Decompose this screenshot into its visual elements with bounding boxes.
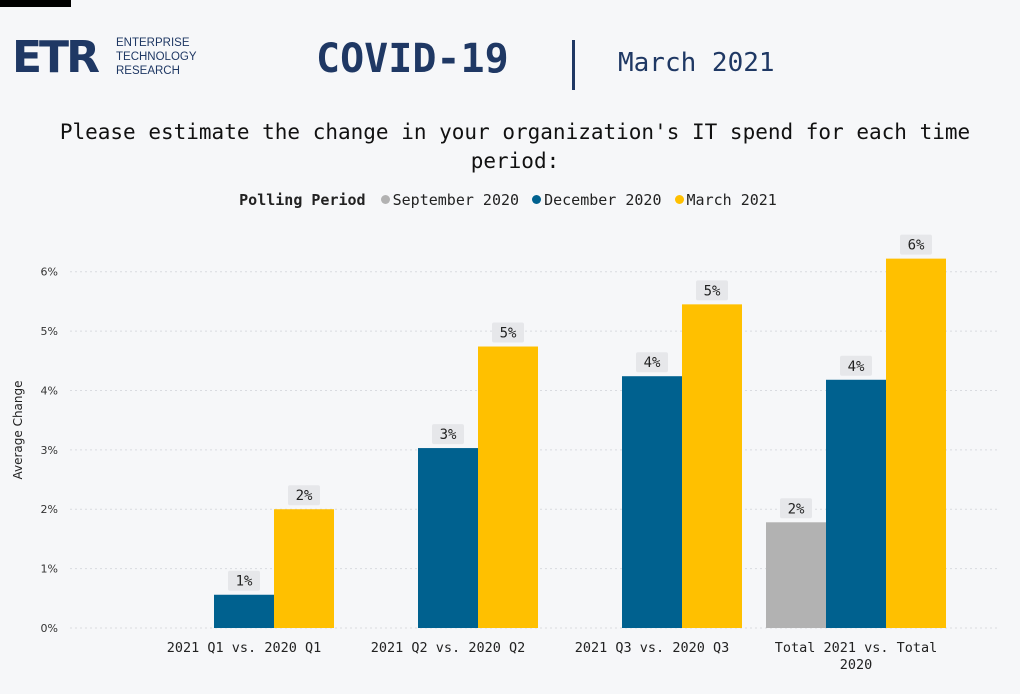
data-label-bg [636,352,668,373]
logo-text: ENTERPRISE TECHNOLOGY RESEARCH [116,36,197,78]
chart-question: Please estimate the change in your organ… [59,120,971,173]
data-label-text: 6% [908,238,925,254]
bar [766,522,826,628]
legend-dot [380,195,390,204]
legend-label: March 2021 [686,191,777,209]
y-tick-label: 1% [41,563,58,576]
x-category-label: 2021 Q3 vs. 2020 Q3 [575,640,729,656]
data-label-bg [228,570,260,591]
bar [418,448,478,628]
data-label-text: 2% [296,488,313,504]
data-label-bg [840,355,872,376]
bar [214,594,274,628]
logo-line-3: RESEARCH [116,65,180,77]
data-label-text: 5% [500,326,517,342]
x-axis-categories: 2021 Q1 vs. 2020 Q1 2021 Q2 vs. 2020 Q2 20… [167,640,938,673]
data-label-text: 1% [236,574,253,590]
bar [826,379,886,628]
y-tick-label: 6% [41,266,58,279]
data-label-text: 4% [644,355,661,371]
etr-logo: ETR ENTERPRISE TECHNOLOGY RESEARCH [12,34,212,86]
page-title: COVID-19 [316,36,509,82]
y-tick-label: 0% [41,622,58,635]
legend-dot [532,195,542,204]
data-label-text: 2% [788,501,805,517]
logo-mark: ETR [12,32,100,83]
y-axis-ticks: 0% 1% 2% 3% 4% 5% 6% [41,266,58,635]
y-tick-label: 5% [41,325,58,338]
data-label-text: 4% [848,359,865,375]
data-labels: 1% 2% 3% 5% 4% 5% 2% 4% 6% [228,234,932,591]
legend-item-march-2021: March 2021 [674,191,777,209]
data-label-bg [900,234,932,255]
legend-dot [674,195,684,204]
data-label: 1% [228,570,260,591]
y-tick-label: 3% [41,444,58,457]
data-label-bg [492,322,524,343]
x-category-label: 2020 [840,657,873,673]
x-category-label: 2021 Q1 vs. 2020 Q1 [167,640,321,656]
data-label: 4% [636,352,668,373]
data-label: 3% [432,424,464,445]
data-label: 6% [900,234,932,255]
data-label: 2% [780,498,812,519]
bar [274,509,334,628]
legend-label: December 2020 [544,191,662,209]
bar [622,376,682,628]
bar [886,258,946,628]
data-label: 4% [840,355,872,376]
data-label: 2% [288,485,320,506]
logo-line-2: TECHNOLOGY [116,51,197,63]
data-label-bg [696,280,728,301]
legend-label: September 2020 [392,191,520,209]
x-category-label: Total 2021 vs. Total [775,640,938,656]
data-label: 5% [492,322,524,343]
bar [682,304,742,628]
data-label-bg [288,485,320,506]
legend-item-september-2020: September 2020 [380,191,520,209]
y-tick-label: 4% [41,384,58,397]
y-tick-label: 2% [41,503,58,516]
bar [478,346,538,628]
legend-item-december-2020: December 2020 [532,191,662,209]
bar-chart: 0% 1% 2% 3% 4% 5% 6% Average Change 1% 2% 3% 5% 4%… [11,234,1000,673]
data-label-text: 3% [440,427,457,443]
y-axis-label: Average Change [11,380,25,479]
x-category-label: 2021 Q2 vs. 2020 Q2 [371,640,525,656]
legend-title: Polling Period [239,191,366,209]
data-label-bg [780,498,812,519]
bars [214,258,946,628]
logo-line-1: ENTERPRISE [116,37,190,49]
top-corner-bar [0,0,71,7]
title-divider [572,40,575,90]
chart-legend: Polling Period September 2020 December 2… [0,191,1020,209]
data-label: 5% [696,280,728,301]
data-label-bg [432,424,464,445]
data-label-text: 5% [704,283,721,299]
page-subtitle: March 2021 [618,48,775,78]
